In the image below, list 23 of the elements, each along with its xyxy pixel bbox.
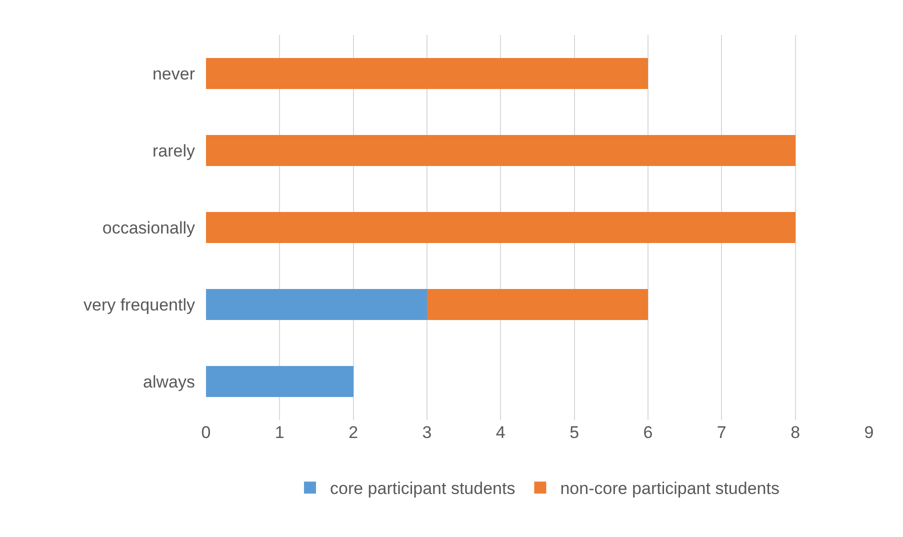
y-tick-label: rarely	[152, 141, 196, 160]
x-tick-label: 3	[422, 423, 432, 442]
x-tick-label: 2	[348, 423, 358, 442]
x-tick-label: 1	[274, 423, 284, 442]
bar	[427, 289, 648, 320]
y-tick-label: never	[152, 64, 196, 84]
y-tick-label: always	[143, 372, 195, 392]
bar	[206, 366, 354, 397]
legend-label: core participant students	[330, 479, 516, 498]
bar	[206, 289, 427, 320]
bar	[206, 135, 796, 166]
x-tick-label: 9	[864, 423, 874, 442]
x-tick-label: 6	[643, 423, 653, 442]
x-tick-label: 5	[570, 423, 580, 442]
x-tick-label: 8	[790, 423, 800, 442]
bar	[206, 58, 648, 89]
y-tick-label: occasionally	[102, 218, 196, 238]
x-tick-label: 0	[201, 423, 211, 442]
legend-label: non-core participant students	[560, 479, 780, 498]
x-tick-label: 7	[716, 423, 726, 442]
y-tick-label: very frequently	[84, 295, 196, 314]
bar	[206, 212, 796, 243]
x-tick-label: 4	[496, 423, 506, 442]
